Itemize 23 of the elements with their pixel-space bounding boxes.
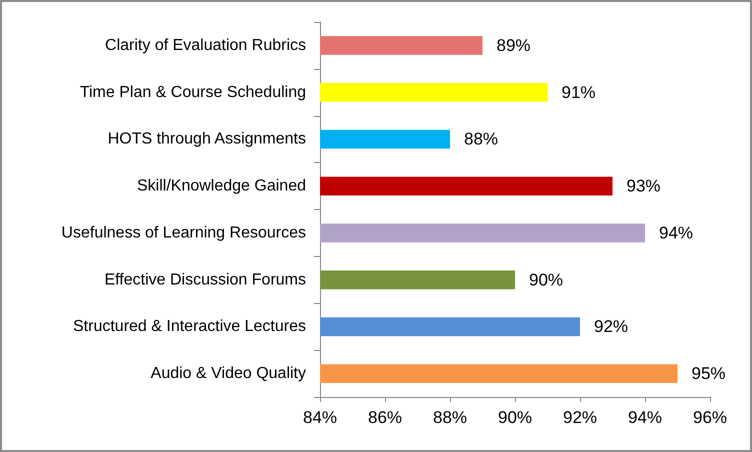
- data-label: 92%: [594, 317, 628, 336]
- x-tick-label: 90%: [498, 408, 532, 427]
- x-tick-label: 84%: [302, 408, 338, 427]
- y-tick-label: Structured & Interactive Lectures: [73, 318, 306, 336]
- y-tick-label: Skill/Knowledge Gained: [137, 178, 306, 195]
- x-tick-label: 94%: [628, 408, 662, 427]
- x-tick-label: 88%: [432, 408, 468, 427]
- data-label: 88%: [464, 130, 498, 149]
- y-tick-label: Effective Discussion Forums: [104, 271, 306, 288]
- data-label: 95%: [692, 364, 726, 384]
- y-tick-label: Clarity of Evaluation Rubrics: [105, 36, 306, 54]
- x-tick-label: 92%: [562, 408, 598, 427]
- data-label: 91%: [562, 82, 596, 102]
- x-tick-label: 86%: [368, 408, 402, 427]
- y-tick-label: Usefulness of Learning Resources: [61, 224, 306, 242]
- y-tick-label: Time Plan & Course Scheduling: [80, 84, 306, 101]
- x-tick-label: 96%: [692, 408, 728, 427]
- data-label: 90%: [529, 270, 564, 290]
- data-label: 89%: [496, 36, 531, 55]
- y-tick-label: Audio & Video Quality: [150, 365, 306, 382]
- y-tick-label: HOTS through Assignments: [108, 130, 306, 148]
- data-label: 94%: [659, 223, 694, 242]
- data-label: 93%: [626, 176, 661, 196]
